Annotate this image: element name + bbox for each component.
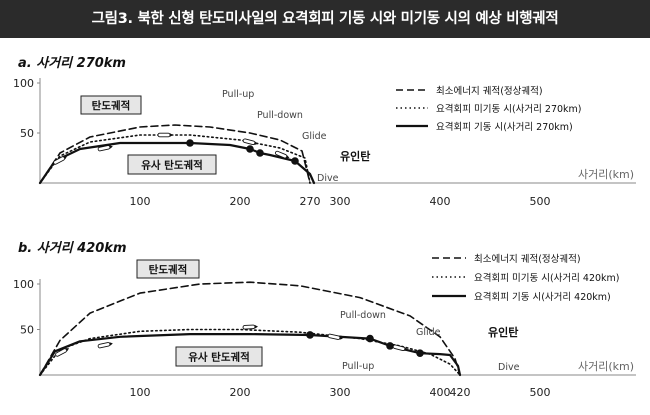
x-tick-label: 400	[430, 386, 451, 399]
missile-icon	[55, 348, 70, 357]
y-tick-label: 50	[20, 127, 34, 140]
missile-icon	[53, 156, 68, 165]
legend-label: 최소에너지 궤적(정상궤적)	[436, 85, 543, 97]
missile-nose	[109, 342, 113, 346]
target-label: 유인탄	[340, 149, 370, 163]
maneuver-label: Glide	[416, 327, 441, 338]
maneuver-point	[256, 149, 264, 157]
missile-nose	[285, 155, 290, 159]
x-tick-label: 100	[130, 386, 151, 399]
panel-b: 사거리(km) 50 100 100 200 300 400 420 500 최소에너지 궤적(정…	[13, 253, 636, 399]
x-tick-label: 200	[230, 195, 251, 208]
panel-a: 사거리(km) 50 100 100 200 270 300 400 500 최소에너지 궤적(정…	[13, 77, 636, 208]
missile-nose	[170, 133, 173, 137]
missile-icon	[242, 324, 258, 330]
x-axis-label: 사거리(km)	[578, 360, 634, 373]
series-line-dashed	[39, 281, 461, 376]
maneuver-label: Pull-down	[257, 110, 303, 121]
trajectory-box-label: 유사 탄도궤적	[188, 351, 250, 364]
series-line-dotted	[39, 134, 311, 184]
missile-nose	[109, 145, 113, 149]
maneuver-label: Dive	[317, 173, 339, 184]
missile-nose	[339, 336, 343, 340]
missile-icon	[327, 333, 343, 340]
missile-icon	[274, 150, 290, 159]
maneuver-point	[366, 334, 374, 343]
missile-nose	[254, 324, 258, 329]
x-tick-label: 270	[300, 195, 321, 208]
trajectory-box	[136, 259, 200, 279]
x-tick-label: 200	[230, 386, 251, 399]
maneuver-label: Glide	[302, 131, 327, 142]
maneuver-point	[416, 349, 424, 357]
trajectory-box-label: 탄도궤적	[92, 99, 131, 112]
missile-nose	[65, 348, 70, 352]
maneuver-label: Dive	[498, 362, 520, 373]
missile-nose	[404, 347, 408, 351]
missile-icon	[392, 344, 408, 352]
maneuver-point	[291, 157, 299, 165]
maneuver-point	[246, 145, 254, 153]
x-axis-label: 사거리(km)	[578, 168, 634, 181]
x-tick-label: 300	[330, 195, 351, 208]
y-tick-label: 100	[13, 278, 34, 291]
target-label: 유인탄	[488, 325, 518, 339]
legend-label: 최소에너지 궤적(정상궤적)	[474, 253, 581, 265]
x-tick-label: 100	[130, 195, 151, 208]
missile-icon	[157, 132, 173, 138]
missile-body	[97, 342, 111, 349]
missile-icon	[97, 145, 113, 152]
x-tick-label: 300	[330, 386, 351, 399]
trajectory-box	[127, 154, 217, 175]
missile-nose	[254, 141, 258, 145]
maneuver-point	[306, 331, 314, 339]
series-line-dashed	[39, 124, 311, 184]
legend-label: 요격회피 미기동 시(사거리 270km)	[436, 103, 582, 115]
missile-body	[242, 138, 256, 146]
missile-body	[327, 333, 341, 340]
trajectory-box-label: 유사 탄도궤적	[141, 159, 203, 172]
maneuver-label: Pull-down	[340, 310, 386, 321]
trajectory-box-label: 탄도궤적	[149, 263, 188, 276]
panel-a-label: a. 사거리 270km	[18, 56, 126, 71]
maneuver-label: Pull-up	[222, 89, 254, 100]
legend-label: 요격회피 미기동 시(사거리 420km)	[474, 272, 620, 284]
y-tick-label: 100	[13, 77, 34, 90]
trajectory-box	[175, 346, 263, 367]
figure-title: 그림3. 북한 신형 탄도미사일의 요격회피 기동 시와 미기동 시의 예상 비…	[91, 11, 559, 27]
missile-body	[392, 344, 406, 352]
legend-label: 요격회피 기동 시(사거리 270km)	[436, 121, 573, 133]
maneuver-label: Pull-up	[342, 361, 374, 372]
missile-icon	[242, 138, 258, 146]
missile-body	[157, 132, 171, 138]
title-bar: 그림3. 북한 신형 탄도미사일의 요격회피 기동 시와 미기동 시의 예상 비…	[0, 0, 650, 38]
legend-label: 요격회피 기동 시(사거리 420km)	[474, 291, 611, 303]
trajectory-box	[80, 95, 142, 115]
x-tick-label: 500	[530, 386, 551, 399]
x-tick-label: 500	[530, 195, 551, 208]
panel-b-label: b. 사거리 420km	[18, 241, 127, 256]
missile-body	[242, 324, 256, 330]
maneuver-point	[386, 342, 394, 350]
maneuver-point	[186, 139, 194, 147]
missile-icon	[97, 342, 113, 349]
y-tick-label: 50	[20, 324, 34, 337]
x-tick-label: 400	[430, 195, 451, 208]
missile-nose	[63, 156, 68, 160]
x-tick-label: 420	[450, 386, 471, 399]
